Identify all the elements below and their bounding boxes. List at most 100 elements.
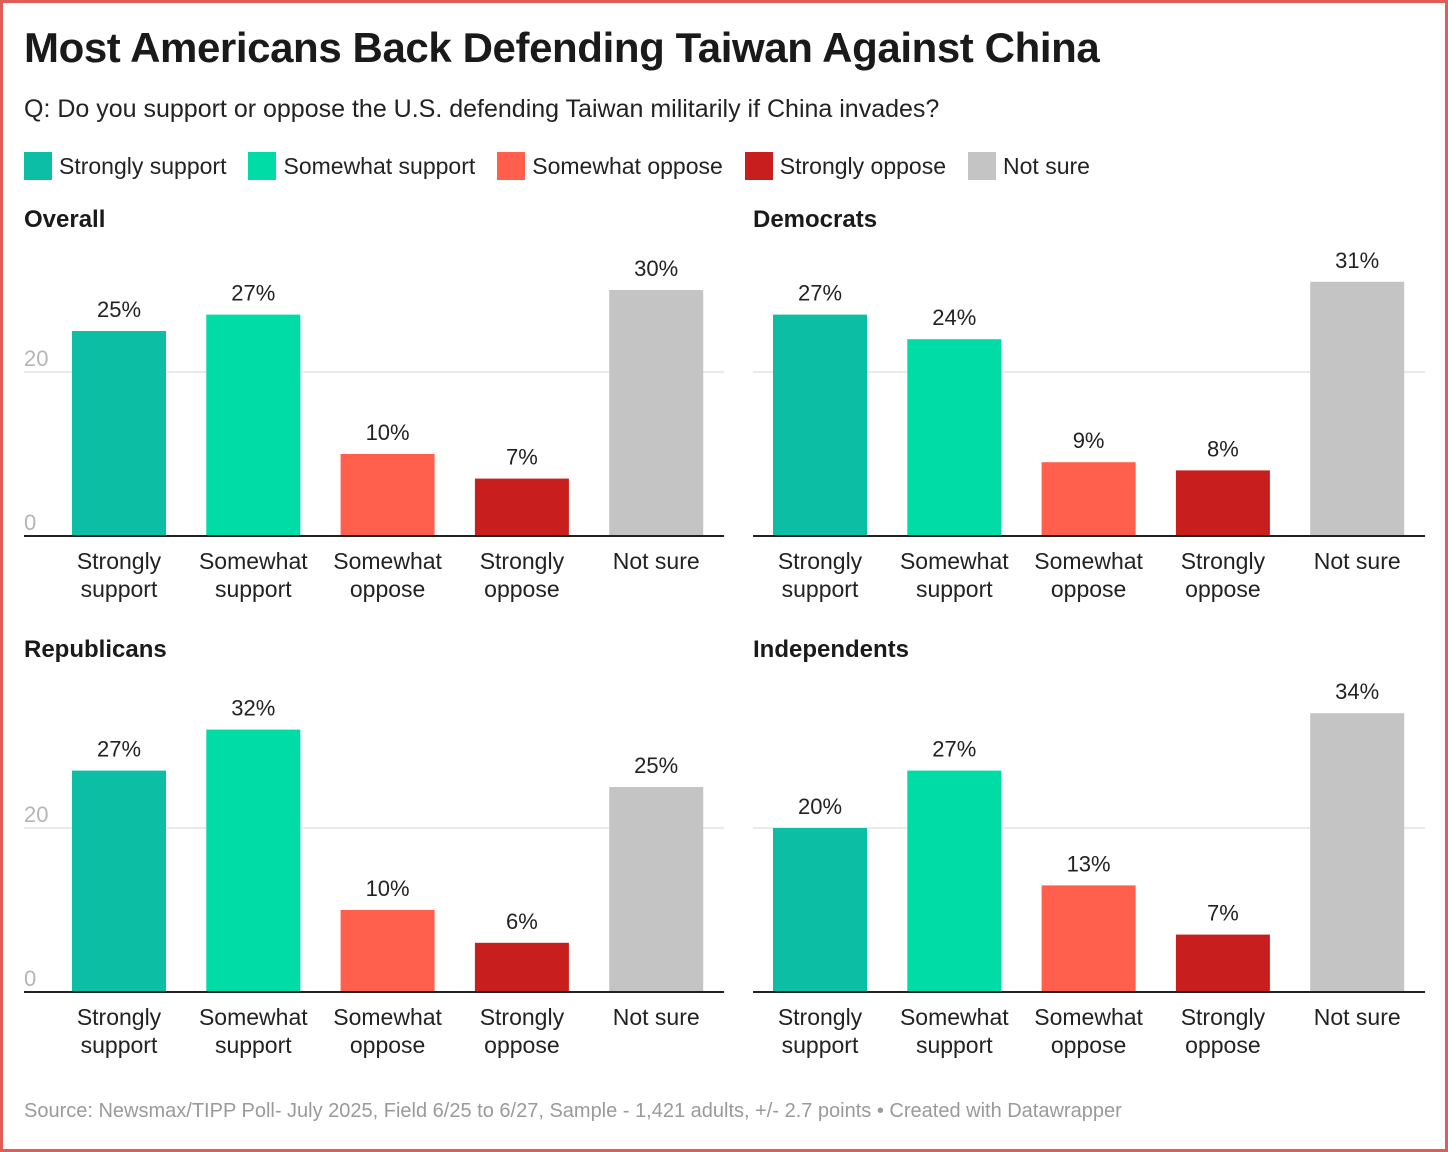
- category-label: Strongly: [1181, 548, 1266, 574]
- category-label: support: [81, 1032, 158, 1058]
- bar: [1310, 281, 1405, 536]
- category-label: Somewhat: [1034, 1004, 1143, 1030]
- chart-title: Most Americans Back Defending Taiwan Aga…: [24, 24, 1100, 71]
- legend-swatch: [744, 152, 773, 180]
- legend-label: Somewhat support: [283, 152, 476, 179]
- category-label: support: [782, 576, 859, 602]
- bar: [773, 828, 867, 992]
- category-label: oppose: [1185, 1032, 1260, 1058]
- chart-subtitle: Q: Do you support or oppose the U.S. def…: [24, 95, 940, 123]
- value-label: 10%: [366, 876, 410, 901]
- value-label: 27%: [231, 281, 275, 306]
- y-tick-label: 20: [24, 802, 48, 827]
- legend-label: Strongly support: [59, 152, 227, 179]
- value-label: 27%: [97, 737, 141, 762]
- category-label: support: [916, 1032, 993, 1058]
- legend-label: Strongly oppose: [779, 152, 947, 179]
- category-label: oppose: [350, 576, 425, 602]
- bar-chart-republicans: 02027%Stronglysupport32%Somewhatsupport1…: [24, 696, 724, 1058]
- panel-title-overall: Overall: [24, 206, 106, 233]
- value-label: 25%: [97, 297, 141, 322]
- panel-title-independents: Independents: [753, 636, 910, 663]
- legend-item-strongly-support: Strongly support: [24, 152, 226, 180]
- value-label: 34%: [1335, 679, 1379, 704]
- legend-item-somewhat-support: Somewhat support: [248, 152, 475, 180]
- panel-title-democrats: Democrats: [753, 206, 878, 233]
- category-label: Somewhat: [333, 548, 442, 574]
- legend-swatch: [968, 152, 997, 180]
- category-label: oppose: [1051, 576, 1126, 602]
- category-label: Strongly: [480, 548, 565, 574]
- bar: [474, 942, 569, 992]
- category-label: Strongly: [1181, 1004, 1266, 1030]
- bar: [340, 454, 435, 536]
- category-label: Not sure: [613, 548, 700, 574]
- value-label: 20%: [798, 794, 842, 819]
- bar: [907, 770, 1002, 992]
- panel-title-republicans: Republicans: [24, 636, 167, 663]
- category-label: support: [215, 1032, 292, 1058]
- value-label: 8%: [1207, 436, 1239, 461]
- value-label: 13%: [1067, 851, 1111, 876]
- y-tick-label: 20: [24, 346, 48, 371]
- value-label: 7%: [506, 445, 538, 470]
- legend-swatch: [24, 152, 52, 180]
- value-label: 24%: [932, 305, 976, 330]
- bar: [609, 787, 704, 992]
- legend-item-somewhat-oppose: Somewhat oppose: [497, 152, 723, 180]
- category-label: Not sure: [613, 1004, 700, 1030]
- bar: [1175, 470, 1270, 536]
- category-label: Somewhat: [1034, 548, 1143, 574]
- category-label: Not sure: [1314, 1004, 1401, 1030]
- category-label: Strongly: [480, 1004, 565, 1030]
- legend-item-strongly-oppose: Strongly oppose: [744, 152, 947, 180]
- source-footer: Source: Newsmax/TIPP Poll- July 2025, Fi…: [24, 1100, 1122, 1122]
- category-label: oppose: [1051, 1032, 1126, 1058]
- legend-label: Not sure: [1003, 152, 1090, 179]
- bar-chart-democrats: 27%Stronglysupport24%Somewhatsupport9%So…: [753, 248, 1425, 602]
- bar: [340, 910, 435, 992]
- category-label: oppose: [484, 576, 559, 602]
- category-label: support: [81, 576, 158, 602]
- category-label: Not sure: [1314, 548, 1401, 574]
- category-label: Somewhat: [199, 1004, 308, 1030]
- value-label: 6%: [506, 909, 538, 934]
- y-tick-label: 0: [24, 966, 36, 991]
- bar: [206, 314, 301, 536]
- bar: [1041, 462, 1136, 536]
- bar-chart-independents: 20%Stronglysupport27%Somewhatsupport13%S…: [753, 679, 1425, 1058]
- category-label: Somewhat: [199, 548, 308, 574]
- legend-item-not-sure: Not sure: [968, 152, 1090, 180]
- category-label: support: [916, 576, 993, 602]
- category-label: Strongly: [77, 1004, 162, 1030]
- bar: [907, 339, 1002, 536]
- value-label: 31%: [1335, 248, 1379, 273]
- category-label: Somewhat: [900, 548, 1009, 574]
- legend-swatch: [248, 152, 277, 180]
- bar: [72, 770, 166, 992]
- category-label: Somewhat: [900, 1004, 1009, 1030]
- legend-swatch: [497, 152, 526, 180]
- value-label: 30%: [634, 256, 678, 281]
- category-label: oppose: [1185, 576, 1260, 602]
- value-label: 9%: [1073, 428, 1105, 453]
- value-label: 7%: [1207, 901, 1239, 926]
- value-label: 27%: [798, 281, 842, 306]
- bar: [1041, 885, 1136, 992]
- bar: [72, 331, 166, 536]
- value-label: 10%: [366, 420, 410, 445]
- category-label: Strongly: [778, 1004, 863, 1030]
- bar: [609, 290, 704, 536]
- y-tick-label: 0: [24, 510, 36, 535]
- bar: [474, 478, 569, 536]
- category-label: Strongly: [778, 548, 863, 574]
- category-label: Strongly: [77, 548, 162, 574]
- bar: [1175, 934, 1270, 992]
- category-label: oppose: [350, 1032, 425, 1058]
- category-label: Somewhat: [333, 1004, 442, 1030]
- bar-chart-overall: 02025%Stronglysupport27%Somewhatsupport1…: [24, 256, 724, 602]
- legend-label: Somewhat oppose: [532, 152, 723, 179]
- value-label: 32%: [231, 696, 275, 721]
- category-label: support: [215, 576, 292, 602]
- bar: [206, 729, 301, 992]
